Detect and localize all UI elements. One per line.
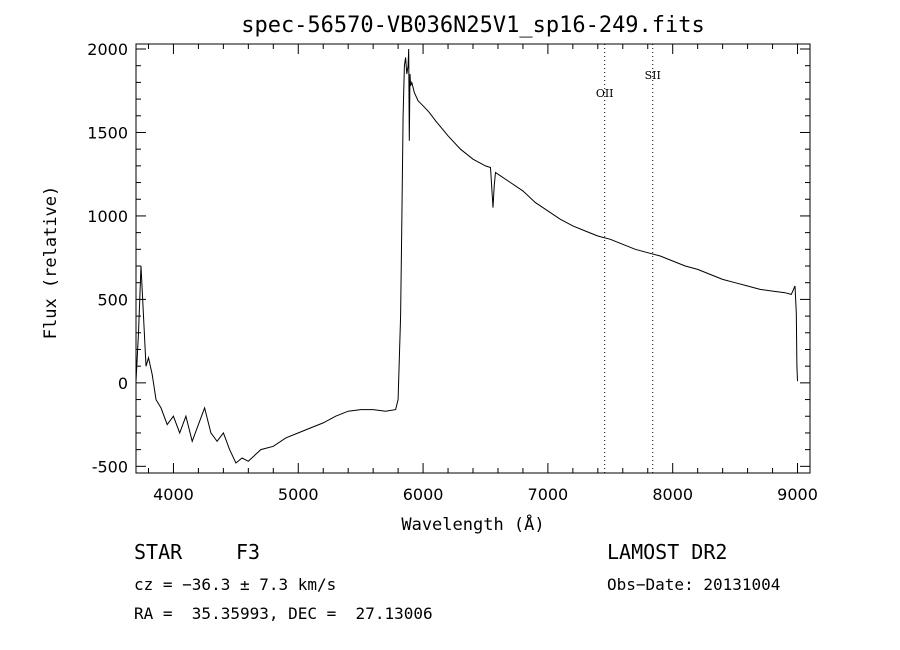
y-axis-label: Flux (relative) <box>41 186 61 340</box>
object-type: STAR <box>134 540 183 564</box>
x-tick-label: 4000 <box>153 485 194 504</box>
coordinates: RA = 35.35993, DEC = 27.13006 <box>134 604 433 623</box>
x-axis-label: Wavelength (Å) <box>401 513 544 535</box>
survey-name: LAMOST DR2 <box>607 540 728 564</box>
spectrum-line <box>135 48 798 464</box>
y-tick-label: 1500 <box>87 123 128 142</box>
x-tick-label: 7000 <box>528 485 569 504</box>
y-tick-label: -500 <box>92 457 128 476</box>
y-tick-label: 1000 <box>87 207 128 226</box>
x-tick-label: 9000 <box>777 485 818 504</box>
x-tick-label: 8000 <box>652 485 693 504</box>
ref-label-oii: OII <box>596 87 614 100</box>
subclass: F3 <box>236 540 261 564</box>
chart-title: spec-56570-VB036N25V1_sp16-249.fits <box>241 13 705 38</box>
x-tick-label: 5000 <box>278 485 319 504</box>
ref-label-sii: SII <box>645 69 661 82</box>
observation-date: Obs−Date: 20131004 <box>607 575 781 594</box>
y-tick-label: 2000 <box>87 40 128 59</box>
plot-frame <box>135 43 811 474</box>
velocity-info: cz = −36.3 ± 7.3 km/s <box>134 575 337 594</box>
y-tick-label: 0 <box>118 374 128 393</box>
y-tick-label: 500 <box>97 290 128 309</box>
x-tick-label: 6000 <box>403 485 444 504</box>
